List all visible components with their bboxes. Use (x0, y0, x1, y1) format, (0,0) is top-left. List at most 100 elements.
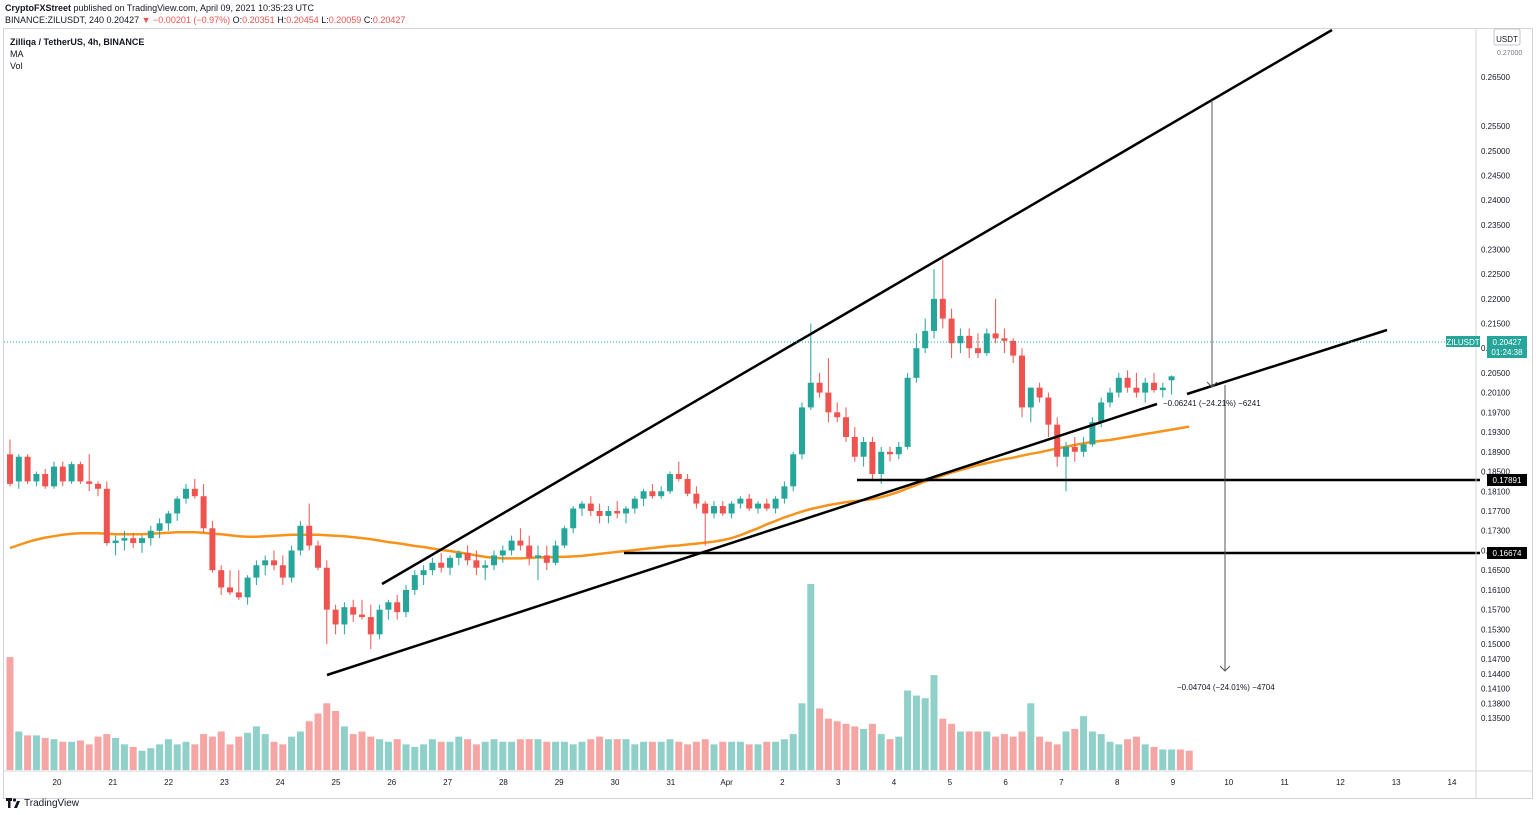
upper-channel-line[interactable] (381, 28, 1333, 586)
candle[interactable] (966, 328, 973, 359)
wedge-support-line[interactable] (1186, 328, 1388, 396)
candle[interactable] (711, 501, 717, 519)
candle[interactable] (614, 501, 621, 519)
candle[interactable] (667, 471, 673, 494)
candle[interactable] (948, 308, 955, 359)
chart-frame[interactable] (3, 28, 1533, 799)
candle[interactable] (367, 604, 374, 650)
candle[interactable] (394, 594, 401, 620)
candle[interactable] (693, 486, 700, 509)
candle[interactable] (209, 520, 216, 573)
candle[interactable] (455, 550, 462, 566)
candle[interactable] (755, 501, 761, 514)
candle[interactable] (649, 483, 656, 499)
candle[interactable] (315, 540, 321, 571)
candle[interactable] (227, 570, 233, 595)
candle[interactable] (640, 488, 647, 507)
candle[interactable] (570, 506, 577, 534)
candle[interactable] (429, 557, 436, 576)
candle[interactable] (1124, 370, 1131, 393)
candle[interactable] (587, 496, 594, 516)
candle[interactable] (535, 545, 541, 581)
candle[interactable] (95, 481, 101, 497)
candle[interactable] (887, 446, 893, 462)
candle[interactable] (658, 486, 665, 499)
candle[interactable] (843, 407, 849, 442)
candle[interactable] (1159, 382, 1166, 398)
candle[interactable] (1054, 417, 1061, 467)
candle[interactable] (719, 501, 726, 516)
legend-ma[interactable]: MA (10, 49, 24, 59)
candle[interactable] (1045, 392, 1052, 437)
candle[interactable] (1019, 348, 1025, 418)
candle[interactable] (1001, 328, 1008, 354)
candle[interactable] (737, 496, 744, 509)
candle[interactable] (288, 545, 295, 583)
candle[interactable] (834, 402, 841, 423)
candle[interactable] (1168, 375, 1175, 395)
candle[interactable] (279, 555, 286, 585)
candle[interactable] (1027, 387, 1034, 423)
candle[interactable] (1142, 377, 1149, 403)
candle[interactable] (895, 441, 902, 460)
candle[interactable] (807, 323, 814, 410)
candle[interactable] (631, 496, 638, 514)
candle[interactable] (271, 550, 277, 571)
candle[interactable] (1089, 417, 1096, 447)
candle[interactable] (790, 451, 797, 492)
candle[interactable] (763, 498, 770, 511)
candle[interactable] (359, 599, 365, 620)
candle[interactable] (411, 570, 418, 595)
candle[interactable] (904, 372, 911, 450)
candle[interactable] (623, 506, 629, 524)
candle[interactable] (816, 372, 823, 398)
candle[interactable] (262, 555, 269, 576)
candle[interactable] (156, 518, 163, 539)
candle[interactable] (297, 520, 304, 556)
candle[interactable] (922, 318, 929, 354)
candle[interactable] (552, 540, 559, 566)
candle[interactable] (447, 555, 453, 576)
candle[interactable] (975, 333, 981, 359)
moving-average-line[interactable] (9, 425, 1190, 560)
candle[interactable] (464, 545, 471, 566)
candle[interactable] (253, 560, 260, 585)
candle[interactable] (499, 545, 506, 563)
candle[interactable] (825, 358, 832, 423)
candle[interactable] (218, 565, 225, 595)
candle[interactable] (596, 503, 603, 524)
candle[interactable] (200, 483, 207, 534)
candle[interactable] (491, 550, 497, 571)
candle[interactable] (772, 496, 779, 514)
candle[interactable] (1080, 437, 1087, 457)
candle[interactable] (675, 461, 682, 482)
candle[interactable] (86, 454, 93, 492)
candle[interactable] (957, 328, 964, 354)
candle[interactable] (728, 501, 735, 519)
candle[interactable] (869, 437, 876, 482)
candle[interactable] (746, 493, 753, 511)
candle[interactable] (1036, 382, 1043, 403)
candle[interactable] (939, 259, 946, 329)
candle[interactable] (517, 528, 524, 551)
candle[interactable] (235, 570, 242, 600)
candle[interactable] (526, 535, 533, 566)
candle[interactable] (878, 446, 885, 484)
candle[interactable] (306, 503, 313, 551)
candle[interactable] (1063, 441, 1069, 492)
candle[interactable] (579, 501, 585, 516)
candle[interactable] (684, 474, 691, 497)
candle[interactable] (130, 533, 137, 548)
candle[interactable] (341, 602, 348, 635)
candle[interactable] (323, 560, 330, 645)
candle[interactable] (438, 552, 445, 573)
candle[interactable] (59, 461, 66, 487)
candle[interactable] (165, 511, 172, 531)
candle[interactable] (33, 471, 40, 487)
candle[interactable] (376, 604, 383, 640)
candle[interactable] (68, 461, 75, 484)
candle[interactable] (543, 545, 550, 571)
candle[interactable] (1071, 437, 1078, 462)
candle[interactable] (1010, 338, 1017, 363)
